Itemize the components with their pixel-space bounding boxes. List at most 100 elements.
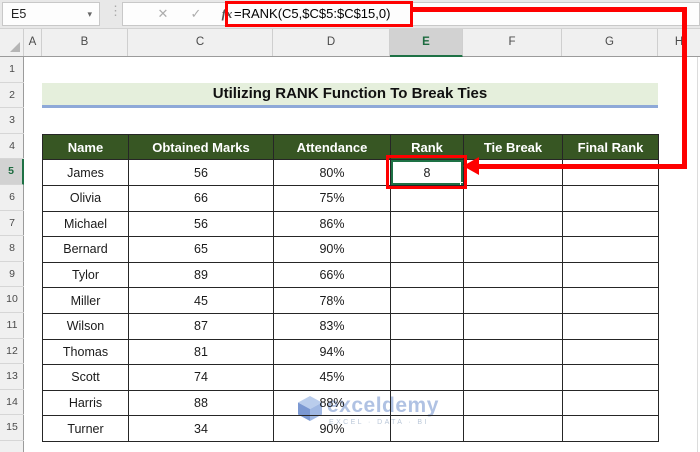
cell-attendance[interactable]: 75% — [273, 184, 391, 212]
row-header-5-selected[interactable]: 5 — [0, 159, 24, 185]
column-header-c[interactable]: C — [128, 29, 273, 56]
column-header-g[interactable]: G — [562, 29, 658, 56]
row-header-14[interactable]: 14 — [0, 390, 24, 416]
cell-tie-break[interactable] — [463, 389, 563, 417]
cell-tie-break[interactable] — [463, 415, 563, 442]
cell-final-rank[interactable] — [562, 389, 659, 417]
cell-rank[interactable] — [390, 415, 464, 442]
cell-marks[interactable]: 88 — [128, 389, 274, 417]
cell-name[interactable]: Miller — [42, 287, 129, 314]
row-header-4[interactable]: 4 — [0, 134, 24, 160]
confirm-entry-icon[interactable]: ✓ — [190, 6, 202, 21]
cell-name[interactable]: James — [42, 159, 129, 186]
cell-marks[interactable]: 89 — [128, 261, 274, 289]
cell-final-rank[interactable] — [562, 159, 659, 186]
cell-final-rank[interactable] — [562, 364, 659, 391]
cell-tie-break[interactable] — [463, 338, 563, 366]
row-header-10[interactable]: 10 — [0, 287, 24, 313]
formula-input[interactable]: =RANK(C5,$C$5:$C$15,0) — [234, 6, 391, 21]
row-header-2[interactable]: 2 — [0, 83, 24, 109]
column-header-d[interactable]: D — [273, 29, 390, 56]
cell-rank[interactable] — [390, 184, 464, 212]
cell-tie-break[interactable] — [463, 312, 563, 340]
cell-marks[interactable]: 65 — [128, 236, 274, 263]
row-header-3[interactable]: 3 — [0, 108, 24, 134]
cell-attendance[interactable]: 80% — [273, 159, 391, 186]
cell-tie-break[interactable] — [463, 210, 563, 238]
cell-attendance[interactable]: 90% — [273, 415, 391, 442]
cell-final-rank[interactable] — [562, 261, 659, 289]
cell-rank[interactable] — [390, 236, 464, 263]
chevron-down-icon[interactable]: ▾ — [87, 9, 92, 19]
cell-attendance[interactable]: 45% — [273, 364, 391, 391]
header-attendance[interactable]: Attendance — [273, 133, 391, 161]
header-final-rank[interactable]: Final Rank — [562, 133, 659, 161]
cell-marks[interactable]: 66 — [128, 184, 274, 212]
cell-name[interactable]: Bernard — [42, 236, 129, 263]
cell-rank[interactable] — [390, 389, 464, 417]
cell-name[interactable]: Michael — [42, 210, 129, 238]
row-header-9[interactable]: 9 — [0, 262, 24, 288]
cell-name[interactable]: Thomas — [42, 338, 129, 366]
cell-attendance[interactable]: 83% — [273, 312, 391, 340]
select-all-button[interactable] — [0, 29, 24, 56]
cell-attendance[interactable]: 88% — [273, 389, 391, 417]
cell-tie-break[interactable] — [463, 236, 563, 263]
header-marks[interactable]: Obtained Marks — [128, 133, 274, 161]
header-name[interactable]: Name — [42, 133, 129, 161]
cell-final-rank[interactable] — [562, 287, 659, 314]
cell-final-rank[interactable] — [562, 312, 659, 340]
cell-marks[interactable]: 87 — [128, 312, 274, 340]
row-header-6[interactable]: 6 — [0, 185, 24, 211]
column-header-h[interactable]: H — [674, 36, 684, 48]
column-header-b[interactable]: B — [42, 29, 128, 56]
cell-name[interactable]: Turner — [42, 415, 129, 442]
row-header-11[interactable]: 11 — [0, 313, 24, 339]
name-box[interactable]: E5 ▾ — [2, 2, 100, 26]
row-header-8[interactable]: 8 — [0, 236, 24, 262]
cell-final-rank[interactable] — [562, 184, 659, 212]
cell-marks[interactable]: 34 — [128, 415, 274, 442]
cell-final-rank[interactable] — [562, 415, 659, 442]
cell-rank[interactable] — [390, 338, 464, 366]
header-tie-break[interactable]: Tie Break — [463, 133, 563, 161]
cell-rank[interactable] — [390, 261, 464, 289]
cancel-entry-icon[interactable]: ✕ — [157, 6, 169, 21]
cell-rank[interactable] — [390, 287, 464, 314]
cell-name[interactable]: Tylor — [42, 261, 129, 289]
cell-tie-break[interactable] — [463, 184, 563, 212]
fill-handle[interactable] — [460, 181, 463, 185]
row-header-12[interactable]: 12 — [0, 339, 24, 365]
cell-rank[interactable] — [390, 364, 464, 391]
cell-attendance[interactable]: 66% — [273, 261, 391, 289]
cell-marks[interactable]: 81 — [128, 338, 274, 366]
sheet-title-cell[interactable]: Utilizing RANK Function To Break Ties — [42, 82, 658, 109]
column-header-e-selected[interactable]: E — [390, 29, 463, 57]
cell-name[interactable]: Wilson — [42, 312, 129, 340]
cell-rank[interactable] — [390, 210, 464, 238]
cell-attendance[interactable]: 78% — [273, 287, 391, 314]
cell-marks[interactable]: 74 — [128, 364, 274, 391]
cell-final-rank[interactable] — [562, 210, 659, 238]
cell-final-rank[interactable] — [562, 338, 659, 366]
column-header-f[interactable]: F — [463, 29, 562, 56]
cell-rank[interactable] — [390, 312, 464, 340]
cell-marks[interactable]: 45 — [128, 287, 274, 314]
cell-name[interactable]: Olivia — [42, 184, 129, 212]
cell-marks[interactable]: 56 — [128, 210, 274, 238]
row-header-15[interactable]: 15 — [0, 415, 24, 441]
cell-attendance[interactable]: 86% — [273, 210, 391, 238]
cell-name[interactable]: Harris — [42, 389, 129, 417]
cell-name[interactable]: Scott — [42, 364, 129, 391]
row-header-13[interactable]: 13 — [0, 364, 24, 390]
cell-attendance[interactable]: 90% — [273, 236, 391, 263]
row-header-7[interactable]: 7 — [0, 211, 24, 237]
cell-tie-break[interactable] — [463, 287, 563, 314]
cell-final-rank[interactable] — [562, 236, 659, 263]
column-header-a[interactable]: A — [24, 29, 42, 56]
cell-tie-break[interactable] — [463, 364, 563, 391]
cell-tie-break[interactable] — [463, 261, 563, 289]
cell-attendance[interactable]: 94% — [273, 338, 391, 366]
row-header-1[interactable]: 1 — [0, 57, 24, 83]
cell-marks[interactable]: 56 — [128, 159, 274, 186]
